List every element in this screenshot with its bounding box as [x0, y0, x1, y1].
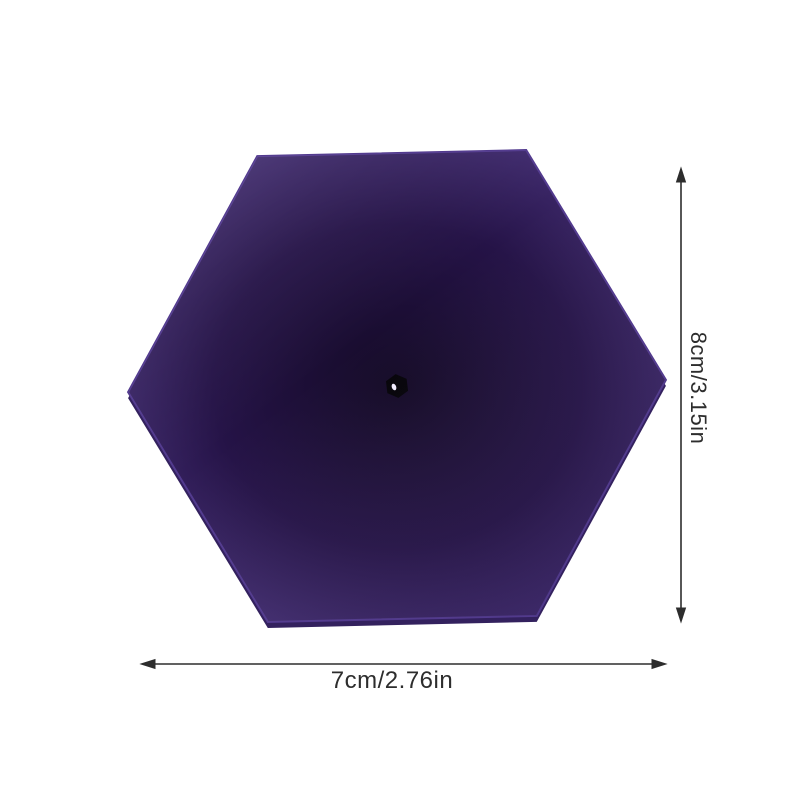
arrowhead-up-icon [675, 166, 687, 183]
arrowhead-right-icon [651, 658, 668, 670]
arrowhead-down-icon [675, 607, 687, 624]
spiral-rings [126, 149, 668, 628]
height-dimension-arrow [675, 166, 687, 624]
arrowhead-left-icon [139, 658, 156, 670]
lighting-overlay [128, 150, 666, 622]
height-dimension-label: 8cm/3.15in [686, 331, 711, 445]
width-dimension-arrow [139, 658, 668, 670]
width-dimension-label: 7cm/2.76in [330, 667, 454, 694]
